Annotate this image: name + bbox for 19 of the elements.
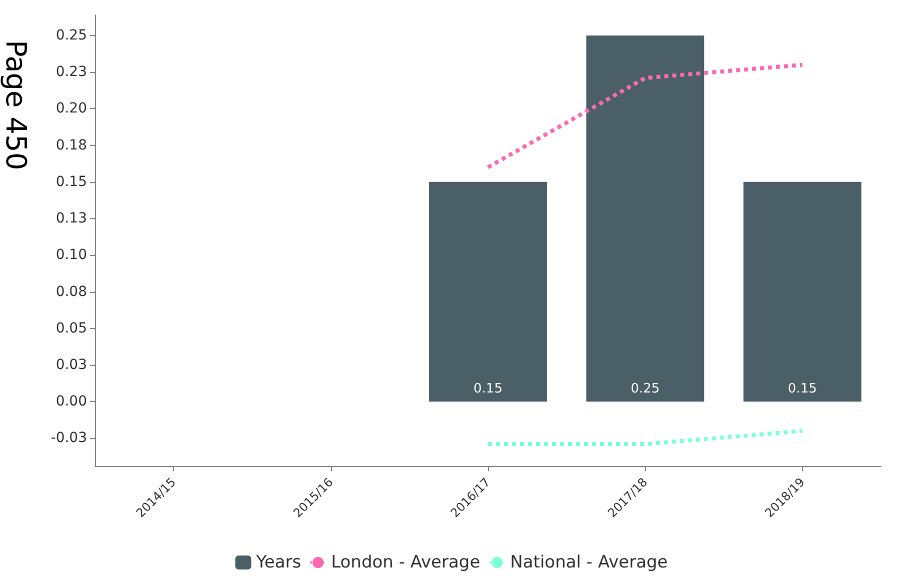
data-label: 0.15 [788, 382, 817, 397]
y-tick-label: 0.20 [56, 100, 87, 117]
y-tick-label: 0.23 [56, 64, 87, 80]
text: Page 450 [0, 40, 32, 170]
y-tick-label: 0.13 [56, 210, 87, 227]
legend-label: National - Average [510, 552, 668, 572]
y-tick-label: 0.15 [56, 174, 87, 190]
y-tick-label: -0.03 [50, 430, 87, 446]
legend-label: Years [255, 552, 302, 572]
y-tick-label: 0.10 [56, 247, 87, 264]
y-tick-label: 0.00 [56, 394, 87, 410]
data-label: 0.15 [474, 382, 502, 397]
data-label: 0.25 [630, 382, 660, 397]
legend-label: London - Average [331, 552, 480, 572]
y-tick-label: 0.03 [56, 356, 87, 373]
y-tick-label: 0.08 [56, 284, 87, 300]
y-tick-label: 0.18 [56, 137, 87, 154]
y-tick-label: 0.25 [56, 28, 87, 44]
y-tick-label: 0.05 [56, 320, 87, 336]
